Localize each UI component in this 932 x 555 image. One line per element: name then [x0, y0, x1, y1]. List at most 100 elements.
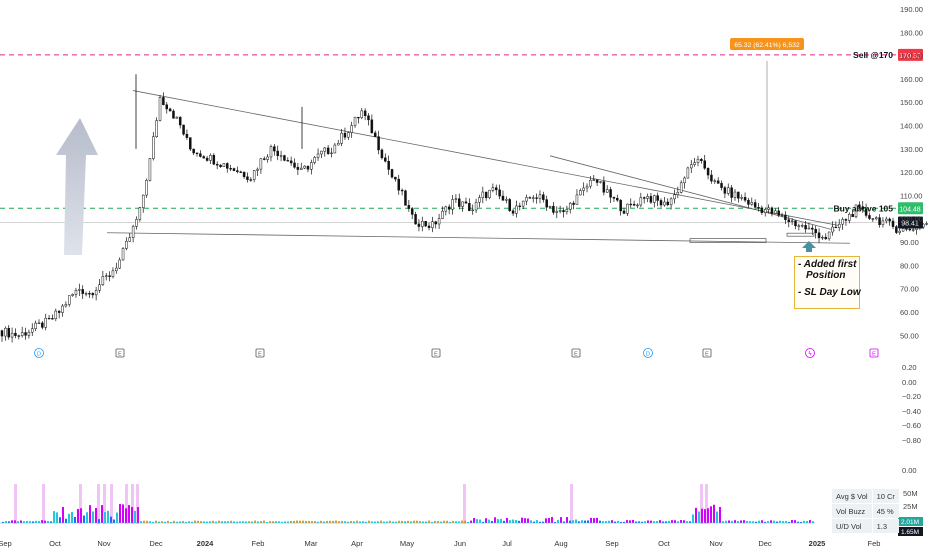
sell-line-label: Sell @170	[853, 50, 893, 60]
stats-label: Vol Buzz	[832, 504, 872, 518]
volume-bar	[194, 520, 196, 523]
x-tick-label: Apr	[351, 539, 363, 548]
volume-bar	[296, 520, 298, 523]
volume-bar	[422, 521, 424, 523]
candle-body	[495, 187, 498, 191]
volume-bar	[572, 520, 574, 523]
candle-body	[794, 220, 797, 227]
candle-body	[505, 199, 508, 201]
volume-bar	[539, 521, 541, 523]
volume-bar	[437, 521, 439, 523]
stats-value: 1.3	[872, 519, 899, 533]
up-arrow-shape	[56, 118, 98, 255]
volume-bar	[167, 520, 169, 523]
buy-price-tag-text: 104.48	[899, 206, 921, 213]
stats-label: Avg $ Vol	[832, 489, 872, 503]
volume-bar	[56, 512, 58, 523]
candle-body	[51, 318, 54, 320]
candle-body	[256, 168, 259, 171]
volume-bar	[512, 519, 514, 523]
volume-bar	[116, 512, 118, 523]
candle-body	[24, 332, 27, 336]
candle-body	[14, 332, 17, 336]
candle-body	[165, 104, 169, 110]
candle-body	[34, 322, 37, 329]
candle-body	[296, 166, 300, 170]
volume-bar	[794, 520, 796, 523]
candle-body	[659, 200, 663, 206]
candle-body	[800, 225, 804, 227]
candle-body	[535, 197, 538, 199]
volume-bar	[38, 521, 40, 523]
earnings-marker-icon	[255, 348, 265, 358]
candle-body	[599, 181, 602, 183]
volume-bar	[752, 521, 754, 523]
volume-bar	[569, 520, 571, 523]
dividend-marker-icon	[643, 348, 653, 358]
volume-bar	[722, 521, 724, 523]
candle-body	[273, 146, 276, 152]
volume-bar	[212, 520, 214, 523]
volume-bar	[554, 521, 556, 523]
volume-bar	[629, 520, 631, 523]
volume-bar	[20, 520, 22, 523]
volume-bar	[509, 520, 511, 523]
volume-bar	[593, 518, 595, 523]
measure-label-text: 65.32 (62.41%) 6,532	[734, 42, 800, 49]
candle-body	[434, 221, 437, 225]
volume-bar	[683, 520, 685, 523]
volume-bar	[731, 520, 733, 523]
candle-body	[568, 202, 572, 210]
volume-bar	[560, 517, 562, 523]
oscillator-tick-label: 0.00	[902, 378, 917, 387]
volume-bar	[788, 521, 790, 523]
candle-body	[703, 160, 706, 169]
x-tick-label: Oct	[658, 539, 671, 548]
candle-body	[81, 289, 84, 294]
volume-bar	[407, 520, 409, 523]
volume-bar	[587, 520, 589, 523]
volume-bar	[380, 520, 382, 523]
candle-body	[286, 160, 290, 162]
x-tick-label: Feb	[868, 539, 881, 548]
candle-body	[595, 179, 599, 183]
volume-bar	[635, 521, 637, 523]
volume-bar	[662, 521, 664, 523]
volume-bar	[719, 507, 721, 523]
candle-body	[864, 208, 868, 216]
candle-body	[464, 201, 468, 204]
volume-bar	[764, 521, 766, 523]
volume-bar	[533, 521, 535, 523]
candle-body	[545, 199, 548, 208]
candle-body	[851, 213, 854, 218]
volume-bar	[617, 520, 619, 523]
candle-body	[347, 132, 350, 138]
candle-body	[562, 210, 565, 213]
volume-bar	[458, 521, 460, 523]
candle-body	[397, 178, 400, 191]
candle-body	[172, 110, 175, 119]
candle-body	[911, 229, 915, 231]
last-price-tag-text: 98.41	[901, 220, 919, 227]
volume-bar	[191, 521, 193, 523]
candle-body	[511, 210, 515, 214]
volume-bar	[17, 521, 19, 523]
candle-body	[303, 165, 306, 169]
candle-body	[521, 200, 525, 207]
y-tick-label: 90.00	[900, 238, 919, 247]
candle-body	[232, 168, 236, 171]
volume-bar	[131, 506, 133, 523]
x-tick-label: Feb	[252, 539, 265, 548]
volume-bar	[758, 520, 760, 523]
candle-body	[790, 220, 794, 223]
candle-body	[377, 136, 380, 151]
candle-body	[841, 219, 844, 225]
candle-body	[199, 153, 202, 157]
note-line-3: - SL Day Low	[798, 287, 861, 298]
candle-body	[908, 228, 912, 231]
volume-bar	[206, 521, 208, 523]
volume-bar	[335, 520, 337, 523]
volume-bar	[347, 521, 349, 523]
candle-body	[538, 194, 542, 199]
